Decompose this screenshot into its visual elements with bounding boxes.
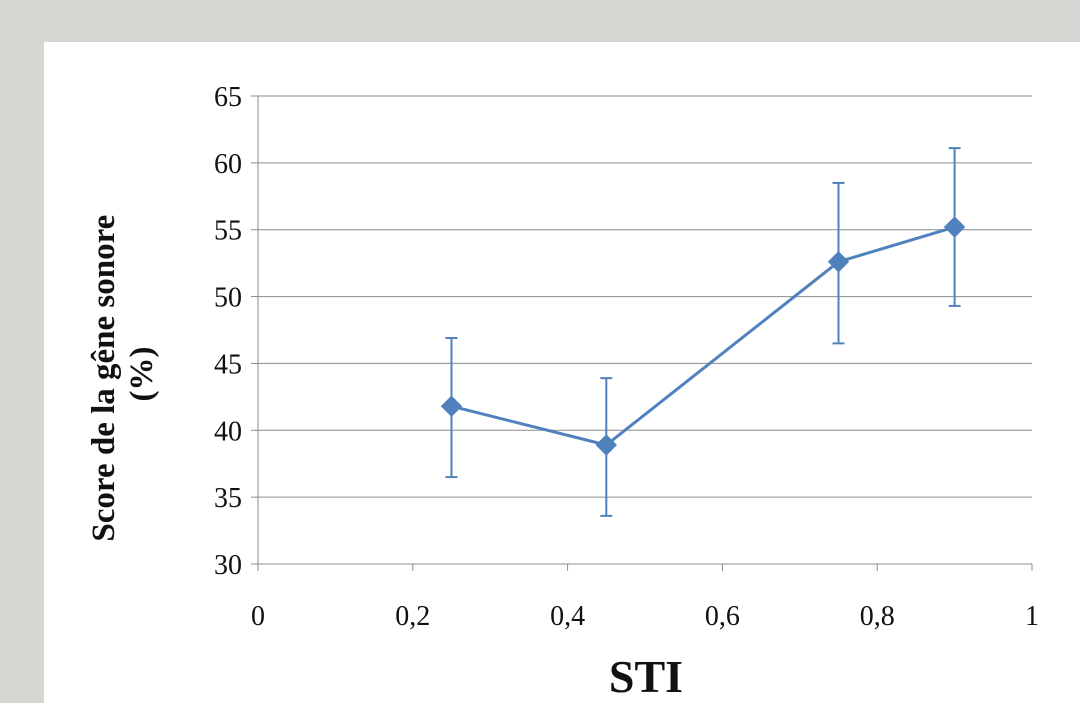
y-tick-label: 55 xyxy=(214,216,242,247)
x-tick-label: 0,8 xyxy=(860,601,895,632)
x-tick-label: 0,4 xyxy=(550,601,585,632)
y-tick-label: 60 xyxy=(214,149,242,180)
gridlines xyxy=(258,95,1032,565)
chart-panel: 30 35 40 45 50 55 60 65 0 0,2 0,4 0,6 0,8 1 STI Score… xyxy=(44,42,1080,703)
y-axis-title: Score de la gêne sonore (%) xyxy=(86,206,160,541)
x-tick-label: 1 xyxy=(1025,601,1039,632)
x-tick-label: 0,6 xyxy=(705,601,740,632)
y-tick-label: 50 xyxy=(214,283,242,314)
data-point-marker xyxy=(827,251,850,273)
y-tick-label: 40 xyxy=(214,416,242,447)
y-tick-label: 65 xyxy=(214,82,242,113)
y-tick-label: 35 xyxy=(214,483,242,514)
y-tick-label: 30 xyxy=(214,550,242,581)
data-point-marker xyxy=(943,216,966,238)
series-line xyxy=(451,225,956,447)
data-point-marker xyxy=(595,434,618,456)
x-axis-title: STI xyxy=(609,651,683,702)
y-tick-label: 45 xyxy=(214,349,242,380)
y-axis-title-line-1: Score de la gêne sonore xyxy=(86,215,122,542)
axes xyxy=(251,95,1033,571)
tick-labels: 30 35 40 45 50 55 60 65 0 0,2 0,4 0,6 0,8 1 xyxy=(214,82,1039,632)
x-tick-label: 0,2 xyxy=(395,601,430,632)
y-axis-title-line-2: (%) xyxy=(124,347,160,402)
chart: 30 35 40 45 50 55 60 65 0 0,2 0,4 0,6 0,8 1 STI Score… xyxy=(86,82,1039,702)
data-series xyxy=(440,147,966,517)
x-tick-label: 0 xyxy=(251,601,265,632)
data-point-marker xyxy=(440,395,463,417)
